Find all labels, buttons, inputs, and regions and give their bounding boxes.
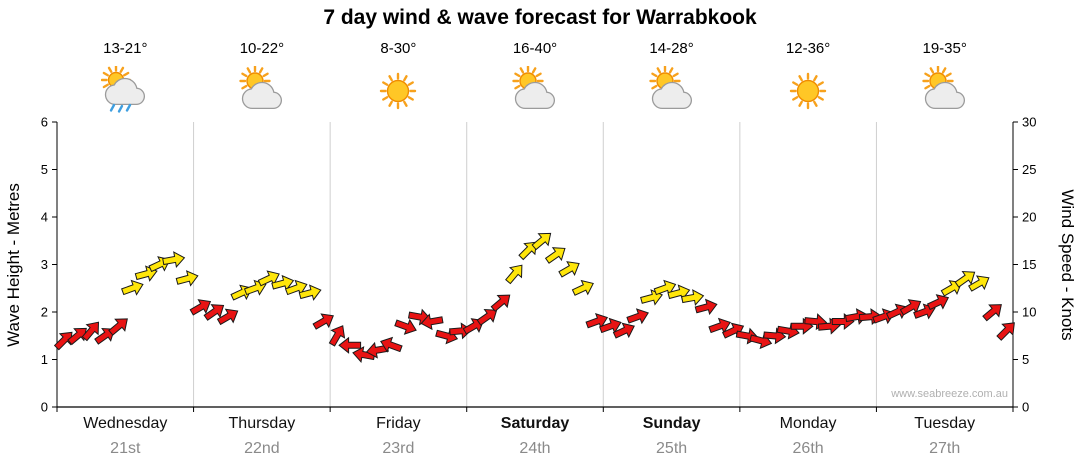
svg-text:0: 0 xyxy=(1022,400,1029,415)
wind-arrow xyxy=(968,275,990,292)
wind-arrow xyxy=(612,322,635,339)
sun-cloud-icon xyxy=(648,65,692,110)
wind-arrow xyxy=(257,270,280,287)
temperature-range: 12-36° xyxy=(785,40,831,57)
weather-icon-slot xyxy=(784,66,832,114)
wind-arrow xyxy=(298,284,322,301)
wind-arrow xyxy=(271,274,295,292)
wind-arrow xyxy=(175,270,199,287)
wind-arrow xyxy=(284,279,308,296)
svg-text:3: 3 xyxy=(41,257,48,272)
svg-text:2: 2 xyxy=(41,305,48,320)
weather-icon-slot xyxy=(238,65,286,114)
weather-icon-slot xyxy=(511,65,559,114)
wind-arrow xyxy=(531,232,552,251)
wind-arrow xyxy=(544,247,566,264)
left-axis-ticks: 0 1 2 3 4 5 6 xyxy=(41,115,57,415)
wind-arrow xyxy=(505,264,523,285)
wind-arrow xyxy=(954,270,976,288)
temperature-range: 10-22° xyxy=(239,40,285,57)
weather-icon-slot xyxy=(921,65,969,114)
sun-cloud-icon xyxy=(512,65,556,110)
sun-icon xyxy=(789,72,827,110)
temperature-range: 16-40° xyxy=(512,40,558,57)
weather-icon-slot xyxy=(648,65,696,114)
wind-arrow xyxy=(558,261,580,278)
wind-arrow xyxy=(490,294,511,312)
wind-arrow xyxy=(394,318,417,335)
day-name: Tuesday xyxy=(914,415,976,432)
day-date: 21st xyxy=(110,440,141,457)
wind-arrow xyxy=(571,279,594,296)
day-name: Sunday xyxy=(642,415,701,432)
day-name: Wednesday xyxy=(83,415,168,432)
day-name: Friday xyxy=(376,415,421,432)
wind-arrow xyxy=(203,304,225,321)
day-name: Thursday xyxy=(228,415,296,432)
wind-arrow xyxy=(380,336,403,353)
day-date: 24th xyxy=(519,440,551,457)
svg-text:4: 4 xyxy=(41,210,48,225)
wind-arrow xyxy=(328,325,346,347)
wind-arrow xyxy=(312,313,334,330)
day-date: 25th xyxy=(656,440,688,457)
temperature-range: 19-35° xyxy=(922,40,967,57)
wind-arrow xyxy=(585,312,609,330)
sun-icon xyxy=(380,72,417,110)
sun-cloud-icon xyxy=(239,65,282,110)
temperature-range: 14-28° xyxy=(649,40,694,57)
wind-arrows xyxy=(53,232,1015,363)
day-date: 27th xyxy=(929,440,961,457)
wind-arrow xyxy=(108,318,128,336)
svg-text:30: 30 xyxy=(1022,115,1036,130)
wind-arrow xyxy=(189,299,212,316)
weather-icon-slot xyxy=(374,66,422,114)
wind-arrow xyxy=(982,304,1002,322)
wind-arrow xyxy=(420,313,444,331)
wind-arrow xyxy=(996,322,1015,341)
wind-arrow xyxy=(653,279,677,296)
wind-arrow xyxy=(626,308,649,325)
wind-arrow xyxy=(121,279,144,296)
sun-cloud-rain-icon xyxy=(101,64,146,113)
day-name: Saturday xyxy=(500,415,570,432)
wind-arrow xyxy=(926,294,950,311)
axes xyxy=(56,122,1014,412)
svg-text:1: 1 xyxy=(41,352,48,367)
wind-arrow xyxy=(162,251,186,268)
day-name: Monday xyxy=(779,415,837,432)
wind-arrow xyxy=(216,308,239,326)
day-date: 22nd xyxy=(244,440,280,457)
wind-arrow xyxy=(599,317,622,334)
wind-arrow xyxy=(681,289,705,306)
wind-arrow xyxy=(81,321,100,342)
svg-text:15: 15 xyxy=(1022,257,1036,272)
day-gridlines xyxy=(193,122,877,407)
svg-text:20: 20 xyxy=(1022,210,1036,225)
wind-arrow xyxy=(694,298,718,316)
svg-text:5: 5 xyxy=(1022,352,1029,367)
day-date: 23rd xyxy=(382,440,415,457)
svg-text:10: 10 xyxy=(1022,305,1036,320)
sun-cloud-icon xyxy=(921,65,965,110)
svg-text:6: 6 xyxy=(41,115,48,130)
chart-title: 7 day wind & wave forecast for Warrabkoo… xyxy=(323,6,757,29)
watermark: www.seabreeze.com.au xyxy=(891,388,1008,400)
wind-arrow xyxy=(476,308,498,326)
weather-icon-slot xyxy=(101,64,149,114)
wind-arrow xyxy=(708,317,731,334)
temperature-range: 8-30° xyxy=(380,40,417,57)
svg-text:0: 0 xyxy=(41,400,48,415)
wind-arrow xyxy=(899,299,922,316)
temperature-range: 13-21° xyxy=(103,40,148,57)
wind-arrow xyxy=(338,336,362,354)
day-date: 26th xyxy=(792,440,824,457)
svg-text:5: 5 xyxy=(41,162,48,177)
right-axis-ticks: 0 5 10 15 20 25 30 xyxy=(1013,115,1036,415)
svg-text:25: 25 xyxy=(1022,162,1036,177)
